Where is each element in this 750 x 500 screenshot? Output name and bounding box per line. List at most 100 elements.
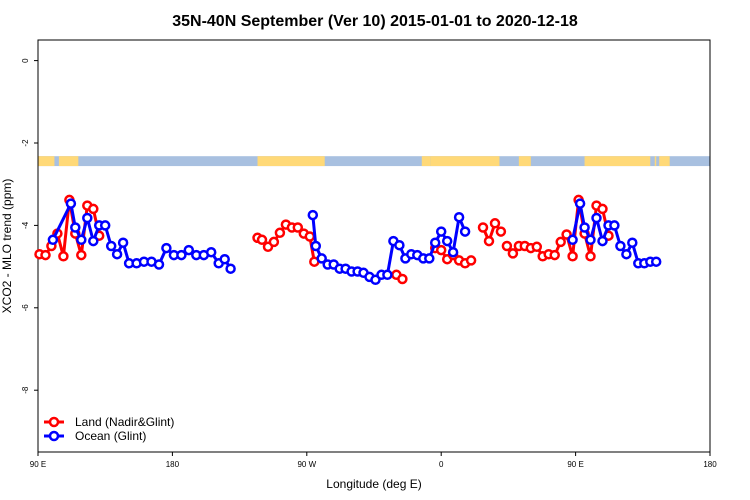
series-ocean-point: [627, 237, 638, 248]
series-ocean-point: [382, 269, 393, 281]
series-land-point: [495, 226, 507, 237]
series-land-point: [40, 249, 51, 261]
y-tick-label: -6: [21, 304, 30, 312]
series-ocean-point: [161, 242, 172, 254]
plot-frame: [37, 39, 711, 453]
y-tick-label: 0: [21, 58, 30, 63]
series-land: [34, 194, 614, 285]
series-ocean-point: [316, 253, 327, 264]
series-ocean-point: [47, 234, 59, 246]
land-segment: [584, 156, 651, 167]
series-land-point: [76, 249, 87, 261]
series-ocean-point: [82, 212, 93, 224]
series-ocean-point: [99, 220, 111, 231]
x-axis-label: Longitude (deg E): [326, 477, 421, 491]
series-land-point: [507, 248, 519, 259]
series-ocean-point: [88, 235, 99, 247]
series-land-point: [465, 255, 477, 266]
series-ocean: [47, 198, 662, 286]
series-ocean-point: [650, 256, 662, 267]
series-ocean-point: [567, 234, 578, 246]
series-ocean-point: [621, 248, 632, 260]
series-ocean-point: [591, 212, 602, 224]
series-ocean-point: [435, 226, 447, 237]
x-tick-label: 90 E: [30, 460, 46, 469]
legend-marker-land: [48, 416, 60, 428]
series-ocean-point: [459, 226, 471, 237]
legend-label-land: Land (Nadir&Glint): [75, 415, 174, 429]
series-ocean-point: [105, 240, 117, 252]
series-ocean-point: [70, 222, 81, 233]
ocean-band: [38, 156, 710, 167]
series-ocean-point: [441, 235, 453, 247]
series-ocean-point: [615, 240, 626, 252]
series-land-point: [585, 251, 596, 262]
y-tick-label: -4: [21, 221, 30, 229]
series-land-point: [88, 203, 99, 215]
x-tick-label: 90 E: [567, 460, 583, 469]
series-land-point: [483, 235, 495, 247]
series-land-point: [531, 241, 543, 253]
series-ocean-point: [307, 209, 319, 221]
x-tick-label: 0: [439, 460, 444, 469]
land-segment: [430, 156, 500, 167]
legend-item-land: Land (Nadir&Glint): [44, 415, 174, 429]
series-land-point: [555, 236, 566, 248]
y-axis: 0 -2 -4 -6 -8: [21, 58, 38, 394]
series-ocean-point: [310, 240, 322, 252]
series-ocean-point: [153, 259, 165, 270]
legend-marker-ocean: [48, 430, 60, 442]
series-ocean-point: [585, 234, 596, 246]
series-ocean-point: [76, 234, 87, 246]
series-land-point: [256, 234, 268, 246]
series-land-point: [501, 240, 513, 252]
series-ocean-point: [176, 249, 187, 261]
series-group: [34, 194, 662, 286]
land-segment: [659, 156, 670, 167]
series-ocean-point: [117, 237, 129, 248]
series-ocean-point: [424, 253, 435, 264]
series-land-point: [292, 222, 304, 233]
series-ocean-point: [597, 235, 608, 247]
land-ocean-strip: [38, 156, 710, 167]
series-ocean-point: [429, 237, 441, 248]
series-land-point: [268, 236, 280, 248]
y-tick-label: -8: [21, 386, 30, 394]
series-land-point: [274, 227, 286, 239]
series-ocean-point: [453, 211, 465, 223]
series-land-point: [489, 218, 501, 229]
series-land-point: [597, 203, 608, 215]
series-ocean-point: [574, 198, 586, 209]
legend-item-ocean: Ocean (Glint): [44, 429, 146, 443]
series-ocean-point: [609, 220, 620, 231]
y-tick-label: -2: [21, 139, 30, 147]
y-axis-label: XCO2 - MLO trend (ppm): [0, 179, 14, 314]
legend-label-ocean: Ocean (Glint): [75, 429, 146, 443]
series-ocean-point: [225, 263, 236, 274]
x-tick-label: 180: [703, 460, 717, 469]
chart-title: 35N-40N September (Ver 10) 2015-01-01 to…: [172, 13, 578, 30]
land-segment: [58, 156, 79, 167]
land-segment: [654, 156, 657, 167]
series-ocean-point: [447, 246, 459, 258]
land-segment: [38, 156, 55, 167]
series-ocean-point: [579, 222, 590, 233]
legend: Land (Nadir&Glint) Ocean (Glint): [44, 415, 174, 443]
x-tick-label: 90 W: [297, 460, 316, 469]
series-land-point: [397, 273, 408, 285]
series-ocean-point: [205, 246, 217, 258]
land-segment: [518, 156, 531, 167]
series-ocean-point: [183, 244, 195, 256]
series-land-point: [567, 251, 578, 262]
land-segment: [421, 156, 431, 167]
series-land-point: [549, 249, 560, 261]
series-ocean-point: [111, 248, 123, 260]
x-axis: 90 E 180 90 W 0 90 E 180: [30, 452, 717, 469]
series-land-point: [58, 251, 69, 262]
series-ocean-point: [219, 253, 230, 265]
x-tick-label: 180: [166, 460, 180, 469]
series-ocean-point: [394, 239, 405, 251]
series-land-point: [477, 222, 489, 233]
series-land-point: [304, 231, 316, 242]
